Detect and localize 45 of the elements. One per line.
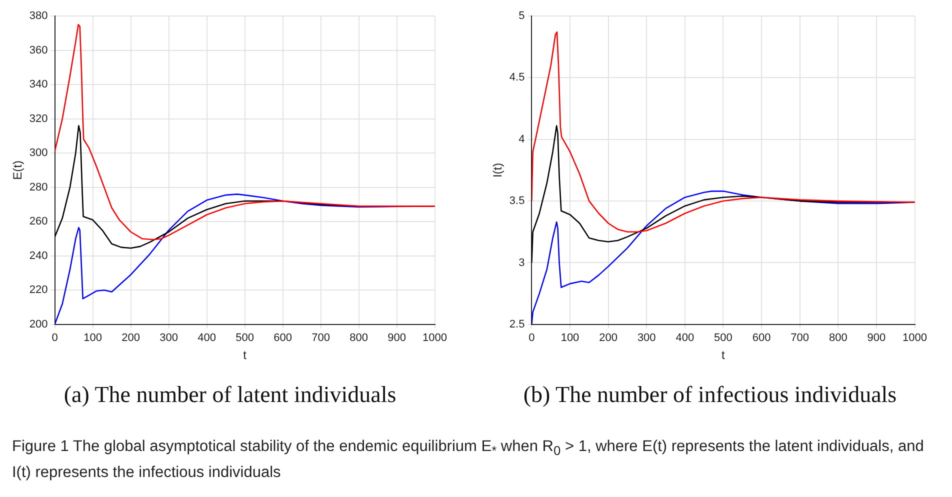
x-tick-label: 100 <box>560 332 580 344</box>
x-tick-label: 300 <box>160 332 178 344</box>
y-tick-label: 380 <box>29 10 48 22</box>
x-axis-title: t <box>722 348 726 362</box>
x-tick-label: 200 <box>122 332 140 344</box>
y-tick-label: 3.5 <box>509 195 525 208</box>
x-tick-label: 700 <box>790 332 810 344</box>
text: (b) The number of infectious individuals <box>522 382 898 408</box>
x-tick-label: 0 <box>52 332 58 344</box>
x-tick-label: 800 <box>828 332 848 344</box>
y-axis-title: I(t) <box>490 162 505 178</box>
x-tick-label: 100 <box>84 332 102 344</box>
y-tick-label: 5 <box>518 10 525 22</box>
x-tick-label: 400 <box>198 332 216 344</box>
y-tick-label: 220 <box>29 284 48 296</box>
y-tick-label: 280 <box>29 181 48 194</box>
y-tick-label: 4.5 <box>509 72 525 84</box>
y-tick-label: 240 <box>29 250 48 262</box>
y-tick-label: 360 <box>29 44 48 56</box>
x-tick-label: 200 <box>599 332 618 344</box>
y-axis-title: E(t) <box>10 160 25 180</box>
x-tick-label: 400 <box>676 332 694 344</box>
x-tick-label: 700 <box>312 332 330 344</box>
y-tick-label: 2.5 <box>509 318 525 330</box>
x-tick-label: 800 <box>350 332 368 344</box>
x-tick-label: 500 <box>714 332 732 344</box>
x-tick-label: 0 <box>528 332 535 344</box>
y-tick-label: 300 <box>29 147 48 160</box>
x-tick-label: 600 <box>274 332 292 344</box>
x-tick-label: 900 <box>388 332 406 344</box>
y-tick-label: 320 <box>29 112 48 125</box>
x-tick-label: 1000 <box>422 332 448 344</box>
x-tick-label: 300 <box>637 332 656 344</box>
y-tick-label: 200 <box>29 318 48 330</box>
x-tick-label: 500 <box>236 332 254 344</box>
x-axis-title: t <box>243 348 248 362</box>
y-tick-label: 260 <box>29 216 48 228</box>
x-tick-label: 600 <box>752 332 771 344</box>
text: Figure 1 The global asymptotical stability of the endemic equilibrium E$_{*}$ when R$_{0}$ > 1, where E(t) represents the latent individuals, and I(t) represents the infectious individuals <box>12 438 924 482</box>
x-tick-label: 1000 <box>902 332 928 344</box>
y-tick-label: 340 <box>29 78 48 91</box>
y-tick-label: 3 <box>518 256 525 269</box>
x-tick-label: 900 <box>867 332 886 344</box>
text: (a) The number of latent individuals <box>62 382 398 408</box>
y-tick-label: 4 <box>518 133 525 146</box>
